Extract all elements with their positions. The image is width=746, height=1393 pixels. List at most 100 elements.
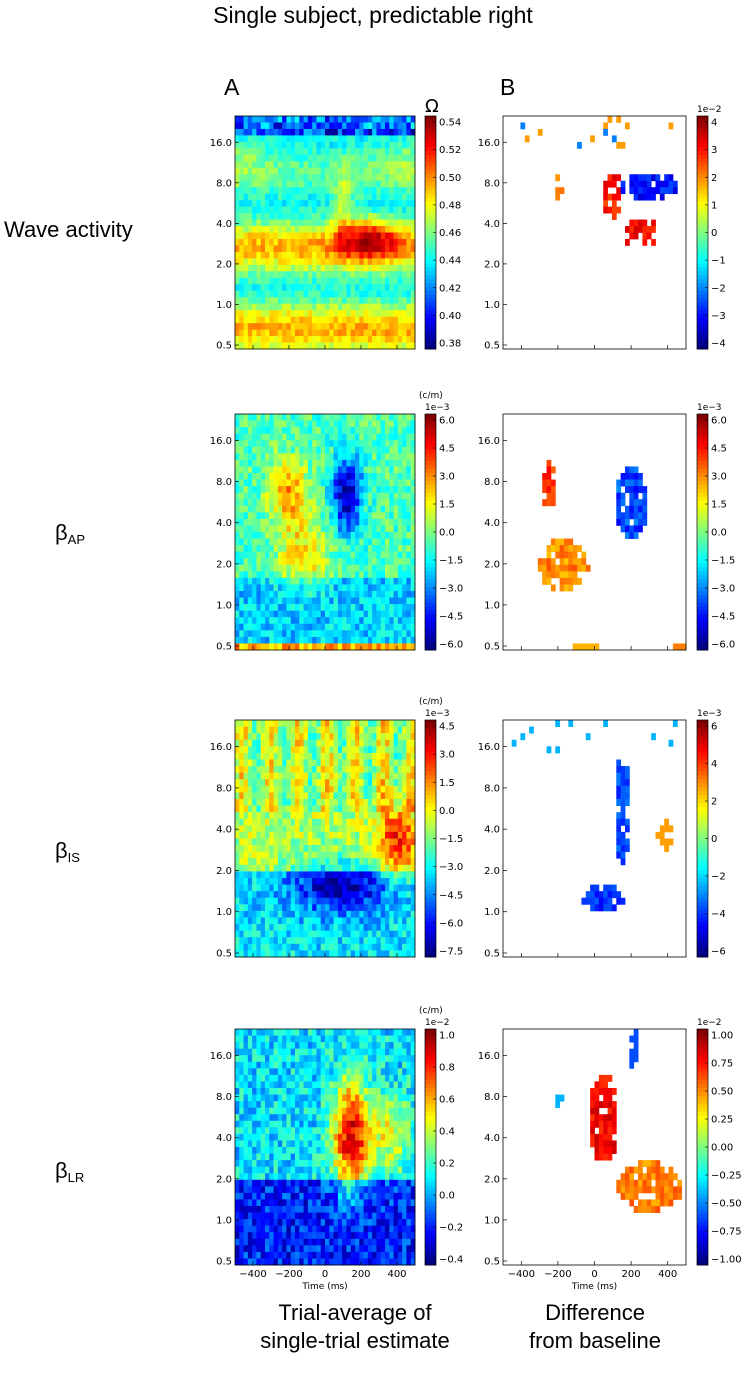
heatmap-cell: [269, 258, 274, 266]
heatmap-cell: [342, 213, 347, 220]
heatmap-cell: [402, 329, 407, 337]
heatmap-cell: [406, 864, 412, 872]
heatmap-cell: [542, 564, 547, 572]
heatmap-cell: [320, 759, 326, 767]
heatmap-cell: [312, 805, 317, 813]
colorbar-tick-label: 6.0: [439, 416, 455, 427]
heatmap-cell: [376, 532, 382, 539]
heatmap-cell: [355, 597, 360, 605]
heatmap-cell: [299, 245, 304, 253]
heatmap-cell: [402, 532, 407, 539]
heatmap-cell: [367, 617, 373, 625]
heatmap-cell: [329, 206, 334, 214]
heatmap-cell: [397, 577, 403, 585]
heatmap-cell: [290, 245, 296, 253]
heatmap-cell: [376, 785, 382, 793]
heatmap-cell: [346, 538, 352, 546]
y-tick-label: 1.0: [484, 600, 500, 611]
heatmap-cell: [342, 323, 347, 330]
heatmap-cell: [410, 512, 416, 520]
heatmap-cell: [380, 897, 386, 905]
heatmap-cell: [367, 505, 373, 513]
heatmap-cell: [359, 864, 364, 872]
heatmap-cell: [642, 505, 648, 513]
heatmap-cell: [342, 917, 347, 925]
heatmap-cell: [406, 917, 412, 925]
heatmap-cell: [355, 878, 360, 885]
heatmap-cell: [235, 759, 240, 767]
heatmap-cell: [380, 545, 386, 553]
heatmap-cell: [235, 878, 240, 885]
heatmap-cell: [286, 148, 292, 156]
heatmap-cell: [376, 148, 382, 156]
heatmap-cell: [393, 545, 399, 553]
heatmap-cell: [256, 597, 262, 605]
heatmap-a-0: [235, 116, 416, 350]
heatmap-cell: [290, 532, 296, 539]
heatmap-cell: [316, 891, 322, 899]
heatmap-cell: [372, 643, 377, 651]
heatmap-cell: [256, 891, 262, 899]
heatmap-cell: [286, 636, 292, 644]
heatmap-cell: [260, 571, 266, 579]
colorbar-segment: [425, 496, 436, 502]
heatmap-cell: [269, 206, 274, 214]
heatmap-cell: [329, 116, 334, 123]
heatmap-cell: [333, 799, 339, 806]
heatmap-cell: [312, 258, 317, 266]
colorbar-segment: [697, 614, 708, 620]
heatmap-cell: [320, 323, 326, 330]
heatmap-cell: [385, 479, 390, 487]
heatmap-cell: [346, 245, 352, 253]
heatmap-cell: [350, 316, 356, 324]
heatmap-cell: [393, 571, 399, 579]
heatmap-cell: [286, 617, 292, 625]
heatmap-cell: [265, 232, 270, 240]
heatmap-cell: [393, 720, 399, 727]
heatmap-cell: [385, 597, 390, 605]
heatmap-cell: [282, 551, 287, 559]
heatmap-cell: [389, 891, 394, 899]
heatmap-cell: [642, 174, 648, 182]
heatmap-cell: [380, 453, 386, 461]
heatmap-cell: [265, 420, 270, 428]
heatmap-cell: [295, 512, 300, 520]
heatmap-cell: [385, 571, 390, 579]
heatmap-cell: [247, 733, 253, 741]
heatmap-cell: [256, 525, 262, 533]
heatmap-cell: [247, 597, 253, 605]
heatmap-cell: [299, 878, 304, 885]
heatmap-cell: [265, 174, 270, 182]
heatmap-cell: [393, 187, 399, 195]
heatmap-cell: [312, 545, 317, 553]
heatmap-cell: [402, 226, 407, 233]
heatmap-cell: [269, 251, 274, 259]
heatmap-cell: [337, 213, 343, 220]
heatmap-cell: [316, 290, 322, 298]
colorbar-tick-label: −3: [711, 311, 726, 322]
heatmap-cell: [325, 610, 330, 618]
heatmap-cell: [363, 838, 369, 846]
heatmap-cell: [350, 264, 356, 272]
heatmap-cell: [320, 245, 326, 253]
heatmap-cell: [277, 303, 283, 311]
heatmap-cell: [265, 453, 270, 461]
heatmap-cell: [402, 799, 407, 806]
heatmap-cell: [397, 316, 403, 324]
heatmap-cell: [290, 290, 296, 298]
heatmap-cell: [273, 799, 279, 806]
heatmap-cell: [363, 499, 369, 507]
heatmap-cell: [252, 277, 257, 285]
heatmap-cell: [367, 752, 373, 760]
heatmap-cell: [385, 746, 390, 754]
heatmap-cell: [346, 290, 352, 298]
heatmap-cell: [342, 238, 347, 246]
heatmap-cell: [355, 910, 360, 918]
heatmap-cell: [247, 258, 253, 266]
heatmap-cell: [393, 884, 399, 892]
heatmap-cell: [546, 459, 552, 467]
heatmap-cell: [273, 271, 279, 279]
heatmap-cell: [555, 571, 561, 579]
heatmap-cell: [243, 427, 249, 435]
heatmap-cell: [312, 167, 317, 175]
